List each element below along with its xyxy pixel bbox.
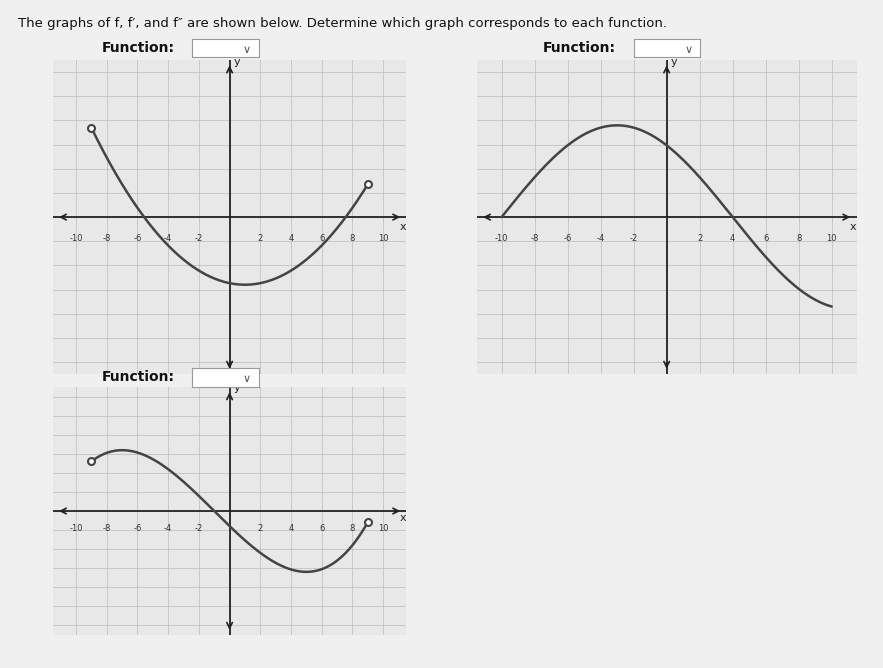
Text: -4: -4 — [597, 234, 605, 243]
Text: 8: 8 — [350, 234, 355, 243]
Text: 4: 4 — [289, 234, 294, 243]
Text: Function:: Function: — [543, 41, 616, 55]
Text: 6: 6 — [319, 524, 324, 533]
Text: 2: 2 — [697, 234, 702, 243]
Text: -10: -10 — [494, 234, 509, 243]
Text: -4: -4 — [164, 234, 172, 243]
Text: 2: 2 — [258, 234, 263, 243]
Text: x: x — [850, 222, 857, 232]
Text: 8: 8 — [796, 234, 802, 243]
Text: Function:: Function: — [102, 371, 175, 384]
Text: 10: 10 — [826, 234, 837, 243]
Text: -8: -8 — [102, 524, 111, 533]
Text: -8: -8 — [102, 234, 111, 243]
Text: 6: 6 — [319, 234, 324, 243]
Text: y: y — [233, 57, 240, 67]
Text: ∨: ∨ — [684, 45, 692, 55]
Text: -10: -10 — [69, 524, 83, 533]
Text: -6: -6 — [133, 524, 141, 533]
Text: 4: 4 — [730, 234, 736, 243]
Text: The graphs of f, f′, and f″ are shown below. Determine which graph corresponds t: The graphs of f, f′, and f″ are shown be… — [18, 17, 667, 29]
Text: -10: -10 — [69, 234, 83, 243]
Text: -6: -6 — [133, 234, 141, 243]
Text: -2: -2 — [195, 524, 203, 533]
Text: x: x — [400, 222, 407, 232]
Text: 8: 8 — [350, 524, 355, 533]
Text: 4: 4 — [289, 524, 294, 533]
Text: 10: 10 — [378, 524, 389, 533]
Text: -4: -4 — [164, 524, 172, 533]
Text: -2: -2 — [195, 234, 203, 243]
Text: ∨: ∨ — [243, 374, 251, 384]
Text: y: y — [233, 383, 240, 393]
Text: 10: 10 — [378, 234, 389, 243]
Text: y: y — [671, 57, 677, 67]
Text: -6: -6 — [563, 234, 572, 243]
Text: -8: -8 — [531, 234, 539, 243]
Text: x: x — [400, 514, 407, 524]
Text: 2: 2 — [258, 524, 263, 533]
Text: Function:: Function: — [102, 41, 175, 55]
Text: 6: 6 — [763, 234, 768, 243]
Text: ∨: ∨ — [243, 45, 251, 55]
Text: -2: -2 — [630, 234, 638, 243]
